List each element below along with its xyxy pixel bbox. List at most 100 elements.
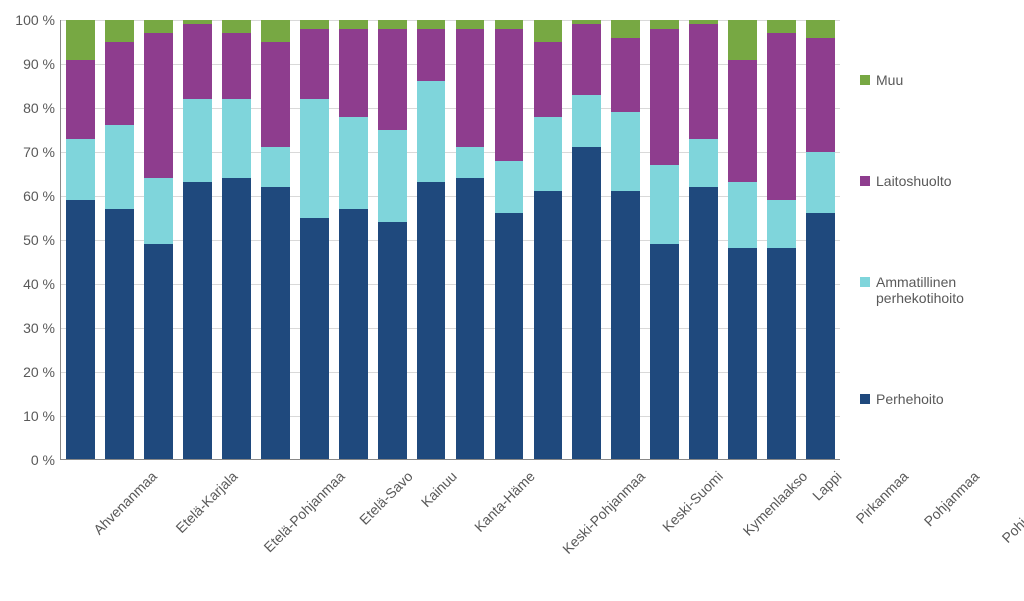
bar-segment-perhehoito bbox=[417, 182, 446, 459]
bar-segment-laitoshuolto bbox=[767, 33, 796, 200]
bar-slot bbox=[217, 20, 256, 459]
bar-segment-laitoshuolto bbox=[144, 33, 173, 178]
bar-segment-perhehoito bbox=[728, 248, 757, 459]
bar-segment-perhehoito bbox=[650, 244, 679, 459]
bar-segment-perhehoito bbox=[806, 213, 835, 459]
bar-slot bbox=[684, 20, 723, 459]
bar-segment-ammatillinen bbox=[378, 130, 407, 222]
bar-slot bbox=[801, 20, 840, 459]
bar-segment-ammatillinen bbox=[105, 125, 134, 208]
y-tick-label: 0 % bbox=[0, 452, 55, 468]
y-tick-label: 10 % bbox=[0, 408, 55, 424]
bar-segment-muu bbox=[806, 20, 835, 38]
bar-segment-muu bbox=[417, 20, 446, 29]
bar-segment-ammatillinen bbox=[611, 112, 640, 191]
legend-swatch bbox=[860, 394, 870, 404]
bar-segment-ammatillinen bbox=[767, 200, 796, 248]
bar-slot bbox=[412, 20, 451, 459]
stacked-bar bbox=[261, 20, 290, 459]
bar-slot bbox=[334, 20, 373, 459]
bar-segment-muu bbox=[261, 20, 290, 42]
legend-item-ammatillinen: Ammatillinen perhekotihoito bbox=[860, 274, 1020, 306]
legend-label: Perhehoito bbox=[876, 391, 944, 407]
stacked-bar bbox=[572, 20, 601, 459]
y-tick-label: 20 % bbox=[0, 364, 55, 380]
bar-slot bbox=[489, 20, 528, 459]
bar-segment-ammatillinen bbox=[183, 99, 212, 182]
bar-segment-ammatillinen bbox=[728, 182, 757, 248]
y-tick-label: 90 % bbox=[0, 56, 55, 72]
bar-segment-perhehoito bbox=[222, 178, 251, 459]
bar-segment-perhehoito bbox=[66, 200, 95, 459]
legend-swatch bbox=[860, 176, 870, 186]
bar-segment-perhehoito bbox=[495, 213, 524, 459]
x-axis-labels: AhvenanmaaEtelä-KarjalaEtelä-PohjanmaaEt… bbox=[60, 462, 840, 601]
y-tick-label: 40 % bbox=[0, 276, 55, 292]
bar-slot bbox=[606, 20, 645, 459]
legend-label: Ammatillinen perhekotihoito bbox=[876, 274, 1006, 306]
y-tick-label: 60 % bbox=[0, 188, 55, 204]
bar-segment-perhehoito bbox=[300, 218, 329, 459]
bar-segment-laitoshuolto bbox=[650, 29, 679, 165]
bar-segment-ammatillinen bbox=[572, 95, 601, 148]
bar-segment-perhehoito bbox=[339, 209, 368, 459]
legend-item-perhehoito: Perhehoito bbox=[860, 391, 1020, 407]
legend-label: Muu bbox=[876, 72, 903, 88]
bar-slot bbox=[723, 20, 762, 459]
legend-item-laitoshuolto: Laitoshuolto bbox=[860, 173, 1020, 189]
stacked-bar bbox=[417, 20, 446, 459]
stacked-bar bbox=[222, 20, 251, 459]
bar-segment-ammatillinen bbox=[534, 117, 563, 192]
stacked-bar bbox=[534, 20, 563, 459]
bar-segment-laitoshuolto bbox=[728, 60, 757, 183]
bar-segment-muu bbox=[456, 20, 485, 29]
bar-segment-ammatillinen bbox=[222, 99, 251, 178]
legend-swatch bbox=[860, 75, 870, 85]
legend-item-muu: Muu bbox=[860, 72, 1020, 88]
bar-segment-muu bbox=[611, 20, 640, 38]
y-tick-label: 30 % bbox=[0, 320, 55, 336]
bar-segment-ammatillinen bbox=[300, 99, 329, 218]
bar-segment-perhehoito bbox=[767, 248, 796, 459]
bar-segment-laitoshuolto bbox=[806, 38, 835, 152]
bar-segment-laitoshuolto bbox=[183, 24, 212, 99]
bar-segment-muu bbox=[144, 20, 173, 33]
bar-segment-laitoshuolto bbox=[378, 29, 407, 130]
bar-segment-laitoshuolto bbox=[611, 38, 640, 113]
stacked-bar bbox=[339, 20, 368, 459]
bar-segment-muu bbox=[495, 20, 524, 29]
stacked-bar bbox=[144, 20, 173, 459]
bar-segment-perhehoito bbox=[261, 187, 290, 459]
bar-segment-perhehoito bbox=[105, 209, 134, 459]
legend-swatch bbox=[860, 277, 870, 287]
y-tick-label: 100 % bbox=[0, 12, 55, 28]
bar-slot bbox=[762, 20, 801, 459]
stacked-bar bbox=[66, 20, 95, 459]
bar-segment-perhehoito bbox=[183, 182, 212, 459]
y-tick-label: 70 % bbox=[0, 144, 55, 160]
stacked-bar bbox=[105, 20, 134, 459]
stacked-bar bbox=[728, 20, 757, 459]
bar-segment-perhehoito bbox=[689, 187, 718, 459]
y-tick-label: 50 % bbox=[0, 232, 55, 248]
bar-slot bbox=[567, 20, 606, 459]
bar-segment-perhehoito bbox=[534, 191, 563, 459]
chart-container: 0 %10 %20 %30 %40 %50 %60 %70 %80 %90 %1… bbox=[0, 0, 1024, 601]
bar-segment-ammatillinen bbox=[650, 165, 679, 244]
legend: Muu Laitoshuolto Ammatillinen perhekotihoi… bbox=[860, 20, 1020, 460]
bar-slot bbox=[528, 20, 567, 459]
bar-segment-laitoshuolto bbox=[339, 29, 368, 117]
bar-segment-muu bbox=[767, 20, 796, 33]
bar-segment-perhehoito bbox=[456, 178, 485, 459]
bar-slot bbox=[451, 20, 490, 459]
stacked-bar bbox=[767, 20, 796, 459]
bar-segment-muu bbox=[650, 20, 679, 29]
bar-slot bbox=[139, 20, 178, 459]
bar-segment-laitoshuolto bbox=[105, 42, 134, 125]
bar-segment-perhehoito bbox=[378, 222, 407, 459]
stacked-bar bbox=[806, 20, 835, 459]
stacked-bar bbox=[300, 20, 329, 459]
bar-slot bbox=[373, 20, 412, 459]
bar-segment-laitoshuolto bbox=[495, 29, 524, 161]
bar-segment-perhehoito bbox=[572, 147, 601, 459]
